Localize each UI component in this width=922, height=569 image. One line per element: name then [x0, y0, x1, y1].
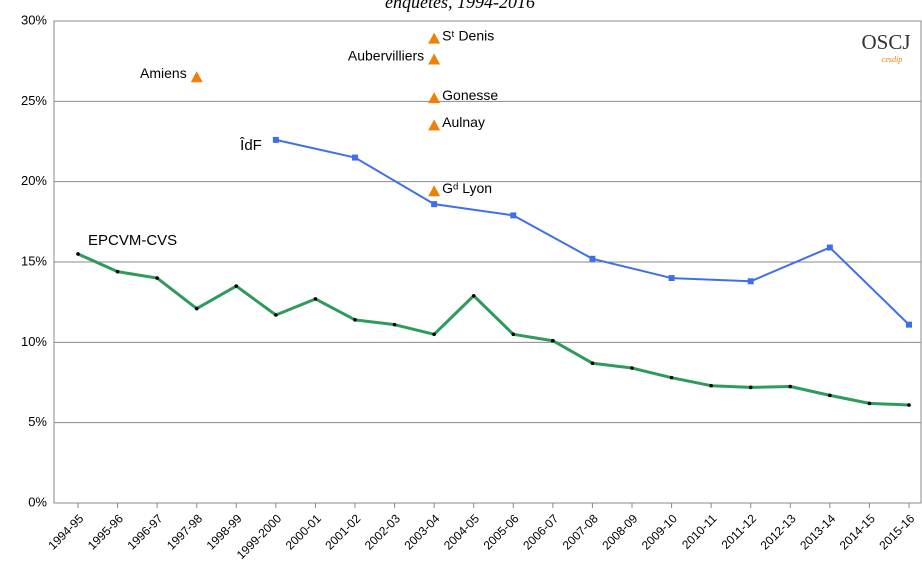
point	[352, 154, 358, 161]
series-line	[77, 252, 910, 407]
point	[590, 361, 595, 366]
x-tick-label: 1995-96	[85, 511, 126, 552]
point	[747, 278, 754, 285]
x-tick-label: 2011-12	[719, 511, 760, 552]
point	[630, 366, 634, 370]
marker-triangle	[428, 92, 441, 104]
point-label: Gonesse	[442, 87, 498, 103]
y-tick-label: 5%	[28, 414, 47, 429]
y-tick-label: 0%	[28, 494, 47, 509]
point	[906, 321, 912, 328]
point	[511, 332, 516, 337]
point	[272, 136, 279, 143]
x-tick-label: 1997-98	[164, 511, 205, 552]
point	[234, 284, 239, 288]
x-tick-label: 2008-09	[599, 511, 640, 552]
x-tick-label: 2005-06	[481, 511, 522, 552]
x-tick-label: 2013-14	[797, 511, 838, 552]
point	[431, 201, 438, 208]
x-tick-label: 2012-13	[758, 511, 799, 552]
point	[589, 255, 596, 262]
x-tick-label: 2002-03	[362, 511, 403, 552]
x-tick-label: 2014-15	[837, 511, 878, 552]
marker-triangle	[428, 119, 441, 131]
point	[115, 269, 120, 274]
x-tick-label: 2001-02	[322, 511, 363, 552]
marker-triangle	[428, 32, 441, 44]
point	[274, 313, 278, 317]
series-label: ÎdF	[239, 137, 262, 154]
y-tick-label: 20%	[21, 173, 47, 188]
point	[194, 306, 199, 311]
point	[432, 332, 436, 337]
x-tick-label: 2007-08	[560, 511, 601, 552]
point	[471, 293, 476, 298]
point-label: Aubervilliers	[348, 47, 424, 63]
series-label: EPCVM-CVS	[88, 232, 177, 249]
point	[155, 276, 159, 280]
point-label: Aulnay	[442, 114, 485, 130]
point-label: Sᵗ Denis	[442, 27, 494, 43]
marker-triangle	[428, 53, 441, 65]
x-tick-label: 2006-07	[520, 511, 561, 552]
y-tick-label: 15%	[21, 253, 47, 268]
point	[907, 403, 911, 407]
logo-text: OSCJ	[861, 30, 910, 54]
point	[826, 244, 833, 251]
point	[788, 384, 793, 389]
chart-title: enquêtes, 1994-2016	[385, 0, 535, 12]
point	[867, 401, 872, 406]
x-tick-label: 1994-95	[45, 511, 86, 552]
point	[76, 252, 80, 256]
series-line	[275, 138, 910, 326]
y-tick-label: 30%	[21, 12, 47, 27]
x-tick-label: 1996-97	[124, 511, 165, 552]
point	[748, 385, 753, 390]
point	[669, 375, 674, 380]
marker-triangle	[428, 185, 441, 197]
point	[353, 318, 357, 322]
point	[313, 297, 318, 301]
x-tick-label: 2003-04	[401, 511, 442, 552]
x-tick-label: 2004-05	[441, 511, 482, 552]
point	[392, 322, 397, 327]
point	[551, 338, 555, 343]
point	[510, 212, 517, 219]
x-tick-label: 2009-10	[639, 511, 680, 552]
x-tick-label: 2000-01	[283, 511, 324, 552]
point-label: Amiens	[140, 65, 187, 81]
point	[828, 393, 832, 398]
marker-triangle	[190, 71, 203, 83]
point	[668, 275, 675, 282]
x-tick-label: 2015-16	[876, 511, 917, 552]
x-tick-label: 2010-11	[679, 511, 720, 552]
logo-subtext: cesdip	[882, 55, 902, 64]
point	[709, 383, 713, 388]
y-tick-label: 25%	[21, 93, 47, 108]
y-tick-label: 10%	[21, 334, 47, 349]
point-label: Gᵈ Lyon	[442, 180, 492, 196]
